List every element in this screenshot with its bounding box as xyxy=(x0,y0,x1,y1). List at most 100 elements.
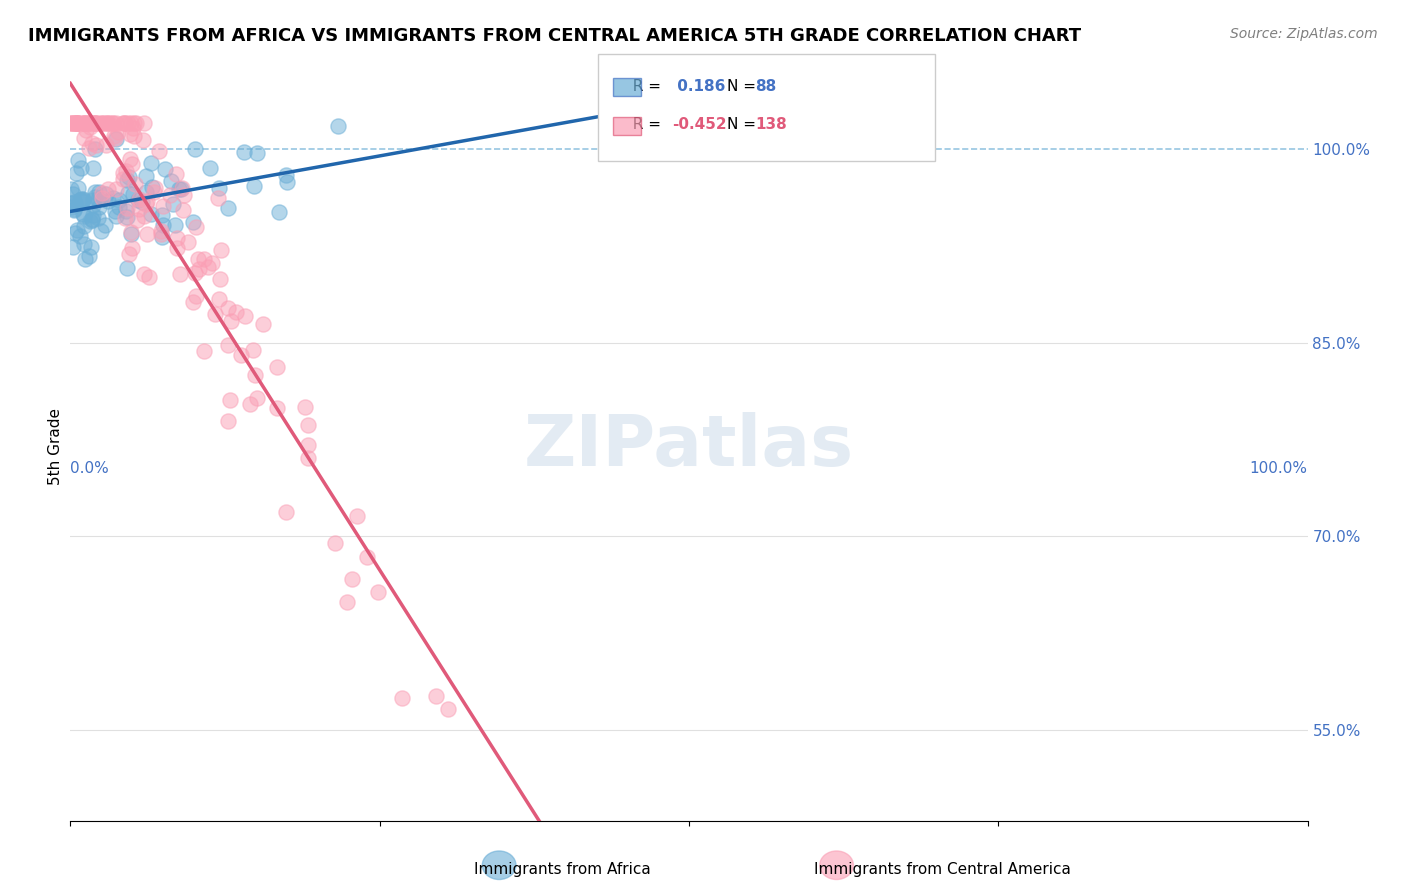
Point xyxy=(63,226,86,240)
Point xyxy=(62,116,84,130)
Point xyxy=(73,131,96,145)
Point xyxy=(233,310,256,324)
Point xyxy=(59,182,82,196)
Point xyxy=(72,206,94,220)
Point xyxy=(209,272,232,286)
Point xyxy=(66,116,89,130)
Circle shape xyxy=(482,851,516,880)
Point xyxy=(391,690,413,705)
Point xyxy=(252,318,274,332)
Point xyxy=(83,116,105,130)
Point xyxy=(112,166,135,180)
Point xyxy=(60,116,83,130)
Point xyxy=(114,164,136,178)
Point xyxy=(77,116,100,130)
Point xyxy=(65,116,87,130)
Point xyxy=(103,129,125,144)
Point xyxy=(243,178,266,193)
Point xyxy=(63,202,86,216)
Point xyxy=(165,168,187,182)
Point xyxy=(104,132,127,146)
Point xyxy=(114,211,136,226)
Point xyxy=(97,194,120,209)
Point xyxy=(65,166,87,180)
Point xyxy=(297,451,319,466)
Point xyxy=(69,161,91,176)
Point xyxy=(340,572,363,586)
Point xyxy=(105,209,128,223)
Point xyxy=(73,236,96,251)
Point xyxy=(84,186,107,200)
Point xyxy=(118,152,141,166)
Point xyxy=(122,186,145,201)
Point xyxy=(73,116,96,130)
Point xyxy=(122,116,145,130)
Point xyxy=(141,180,163,194)
Point xyxy=(266,401,288,416)
Point xyxy=(163,218,186,232)
Point xyxy=(82,116,104,130)
Point xyxy=(72,193,94,207)
Text: Source: ZipAtlas.com: Source: ZipAtlas.com xyxy=(1230,27,1378,41)
Point xyxy=(118,169,141,184)
Point xyxy=(127,193,149,207)
Point xyxy=(221,314,243,328)
Point xyxy=(159,188,181,202)
Point xyxy=(297,417,319,432)
Point xyxy=(91,116,114,130)
Point xyxy=(90,223,112,237)
Point xyxy=(96,116,118,130)
Circle shape xyxy=(820,851,853,880)
Point xyxy=(425,689,447,703)
Point xyxy=(143,185,166,199)
Point xyxy=(115,211,138,225)
Point xyxy=(108,200,131,214)
Point xyxy=(266,360,288,375)
Point xyxy=(118,246,141,260)
Point xyxy=(60,201,83,215)
Text: 0.186: 0.186 xyxy=(672,79,725,94)
Point xyxy=(173,188,195,202)
Point xyxy=(79,120,101,134)
Text: 0.0%: 0.0% xyxy=(70,461,110,476)
Point xyxy=(276,505,298,519)
Point xyxy=(83,190,105,204)
Point xyxy=(125,116,148,130)
Point xyxy=(201,256,224,270)
Point xyxy=(232,145,254,159)
Point xyxy=(67,153,90,167)
Text: Immigrants from Central America: Immigrants from Central America xyxy=(814,863,1070,877)
Point xyxy=(62,187,84,202)
Point xyxy=(75,123,97,137)
Point xyxy=(101,192,124,206)
Point xyxy=(97,182,120,196)
Point xyxy=(75,252,97,266)
Point xyxy=(184,289,207,303)
Point xyxy=(267,205,290,219)
Point xyxy=(184,266,207,280)
Point xyxy=(128,202,150,216)
Point xyxy=(112,116,135,130)
Point xyxy=(159,174,181,188)
Point xyxy=(70,194,93,209)
Point xyxy=(150,224,173,238)
Point xyxy=(198,161,221,175)
Text: Immigrants from Africa: Immigrants from Africa xyxy=(474,863,651,877)
Point xyxy=(124,177,146,191)
Point xyxy=(93,116,115,130)
Point xyxy=(128,192,150,206)
Point xyxy=(117,116,139,130)
Point xyxy=(184,219,207,234)
Text: 88: 88 xyxy=(755,79,776,94)
Point xyxy=(94,218,117,232)
Point xyxy=(149,227,172,242)
Text: 138: 138 xyxy=(755,118,787,132)
Point xyxy=(80,136,103,150)
Point xyxy=(69,228,91,243)
Point xyxy=(117,202,139,216)
Point xyxy=(84,138,107,153)
Point xyxy=(66,116,89,130)
Point xyxy=(120,116,142,130)
Point xyxy=(170,180,193,194)
Point xyxy=(150,208,173,222)
